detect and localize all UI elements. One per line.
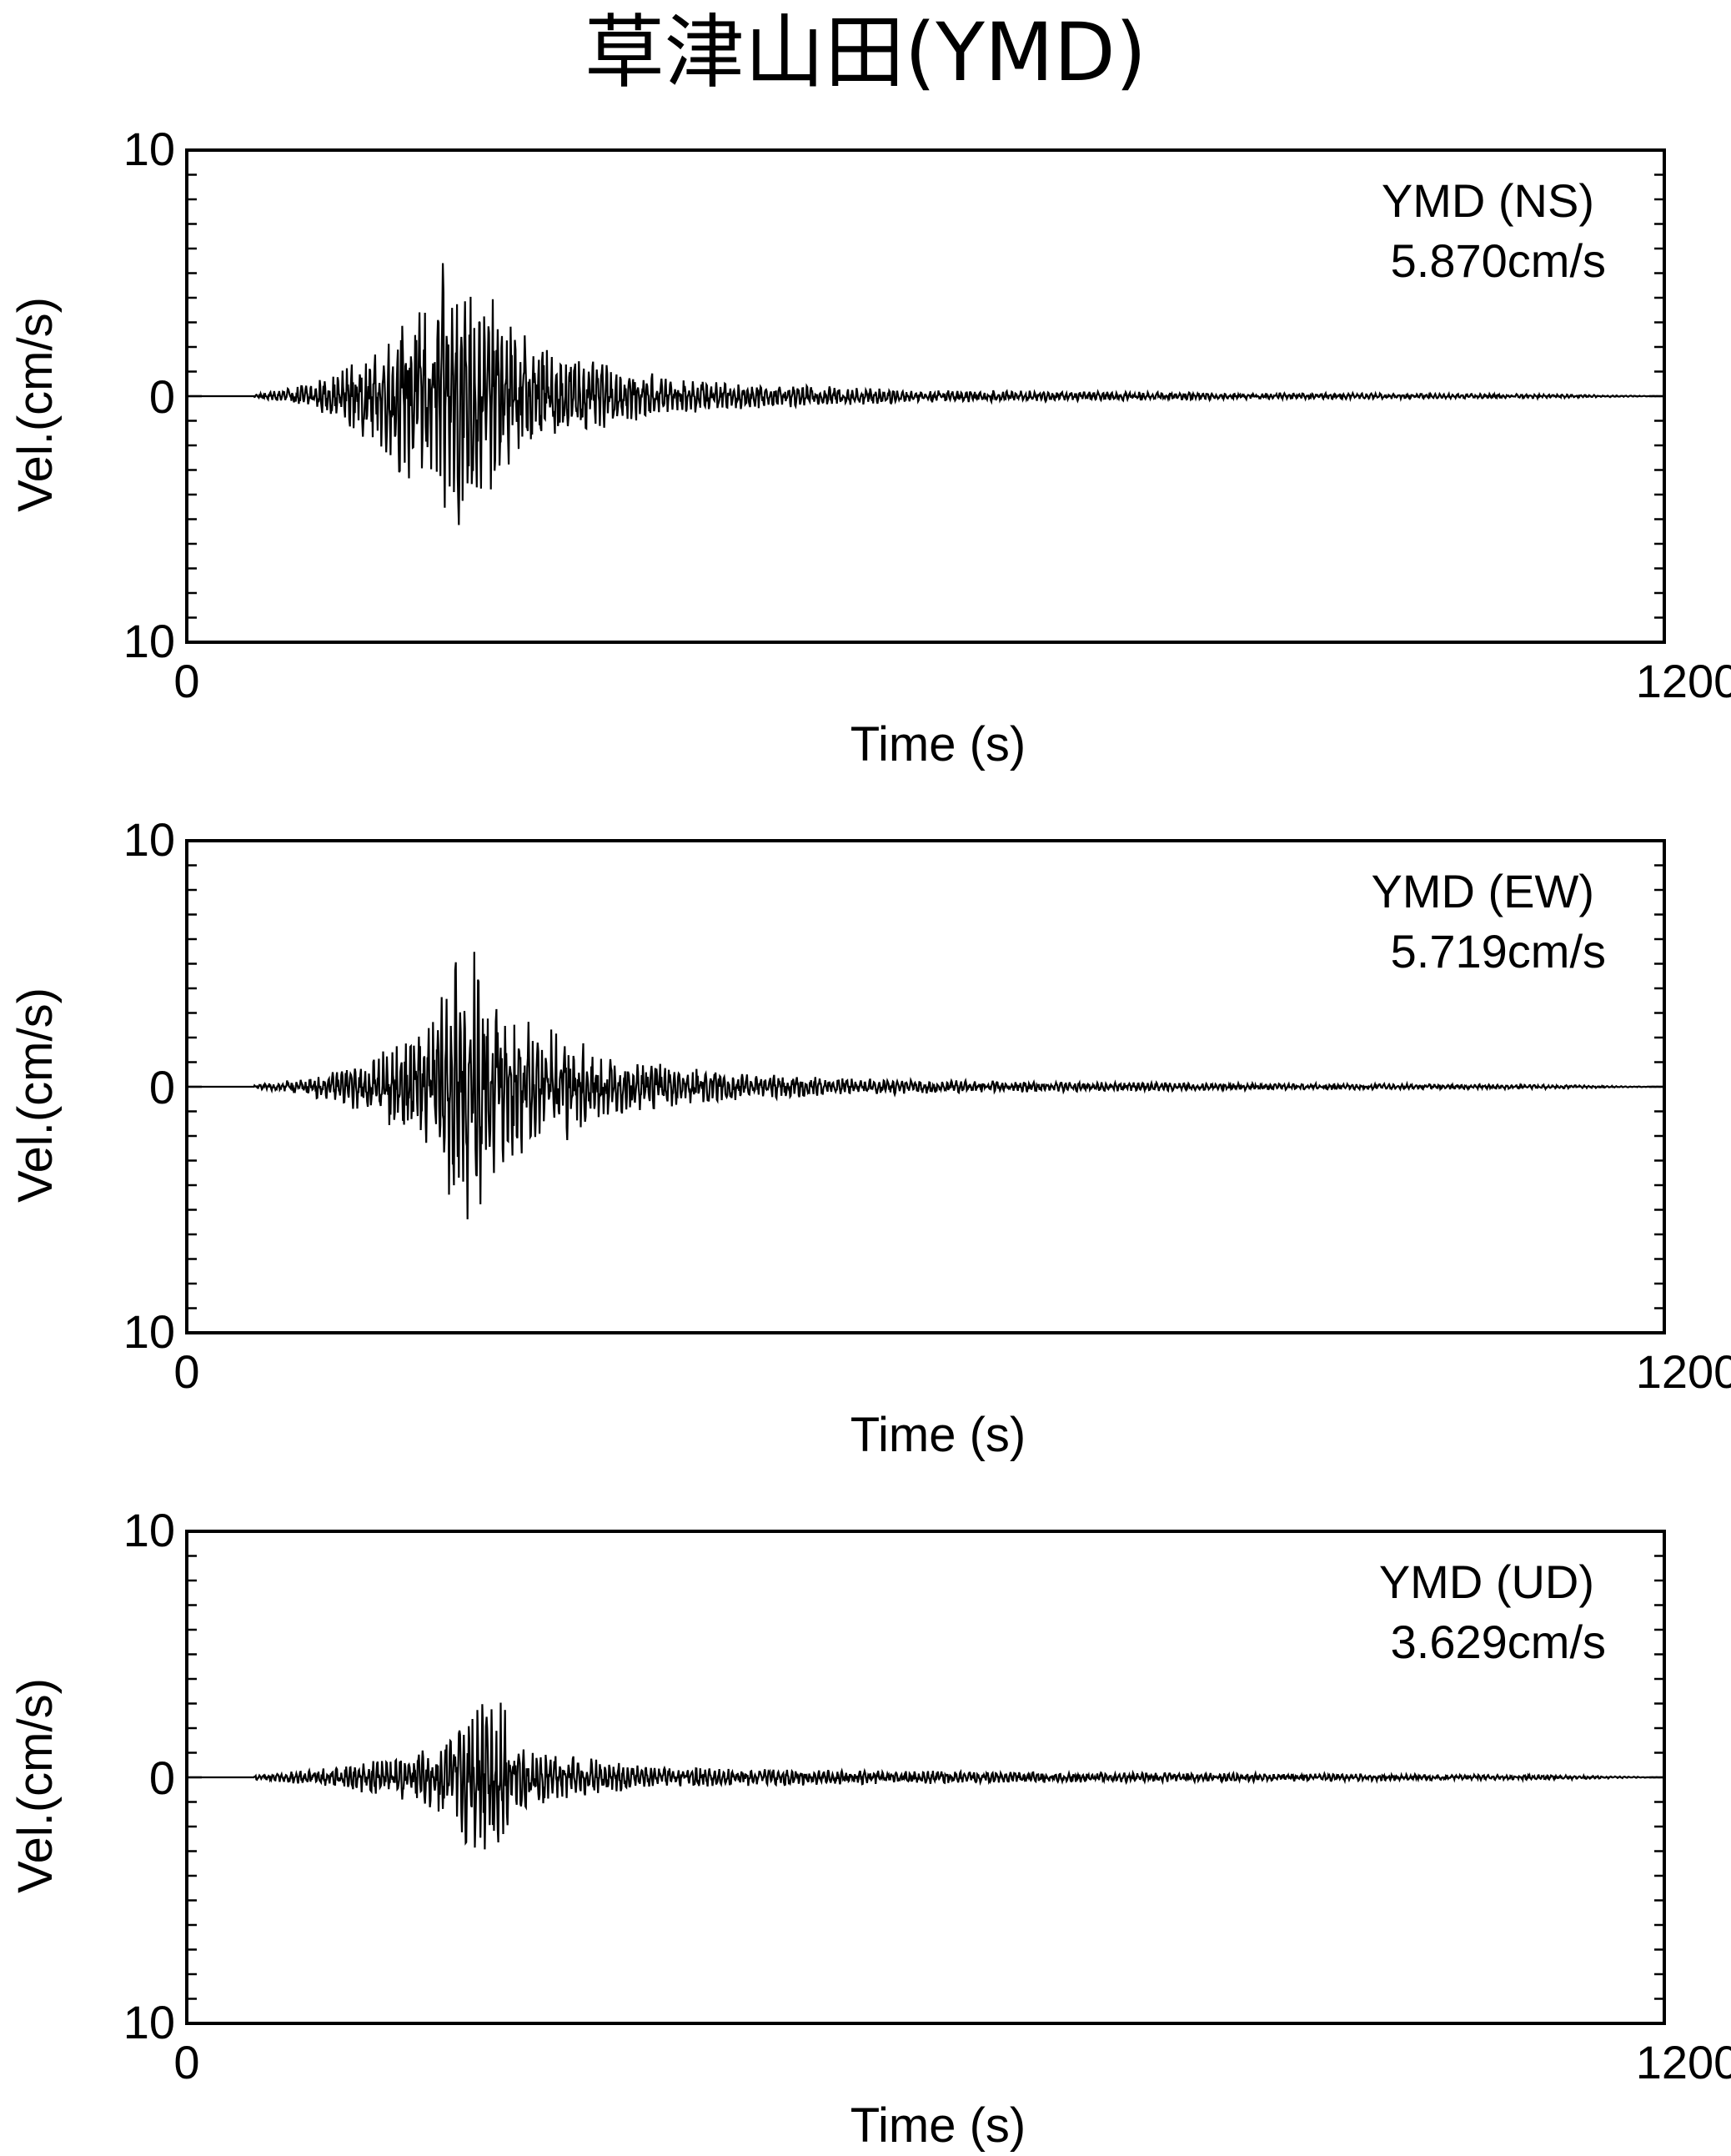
peak-velocity-label: 3.629cm/s [1391, 1616, 1606, 1668]
ytick-label: 10 [123, 813, 175, 866]
station-label: YMD (NS) [1382, 174, 1594, 227]
ytick-label: 0 [149, 1061, 175, 1113]
ytick-label: 10 [123, 123, 175, 175]
xtick-label: 0 [173, 1345, 199, 1398]
page-title: 草津山田(YMD) [584, 6, 1147, 99]
station-label: YMD (UD) [1379, 1555, 1594, 1608]
ytick-label: 10 [123, 1305, 175, 1358]
y-axis-label: Vel.(cm/s) [8, 297, 63, 512]
xtick-label: 1200 [1636, 655, 1731, 707]
xtick-label: 1200 [1636, 1345, 1731, 1398]
peak-velocity-label: 5.870cm/s [1391, 234, 1606, 287]
plot-frame [185, 1530, 1666, 2025]
x-axis-label: Time (s) [850, 1408, 1026, 1462]
xtick-label: 0 [173, 655, 199, 707]
station-label: YMD (EW) [1371, 865, 1594, 917]
ytick-label: 0 [149, 370, 175, 423]
ytick-label: 10 [123, 615, 175, 667]
waveform-trace [187, 952, 1664, 1219]
ytick-label: 10 [123, 1996, 175, 2048]
y-axis-label: Vel.(cm/s) [8, 1678, 63, 1893]
waveform-trace [187, 1702, 1664, 1850]
ytick-label: 10 [123, 1504, 175, 1556]
plot-frame [185, 839, 1666, 1334]
peak-velocity-label: 5.719cm/s [1391, 925, 1606, 977]
xtick-label: 0 [173, 2036, 199, 2088]
xtick-label: 1200 [1636, 2036, 1731, 2088]
y-axis-label: Vel.(cm/s) [8, 988, 63, 1203]
plot-frame [185, 148, 1666, 644]
waveform-trace [187, 263, 1664, 525]
ytick-label: 0 [149, 1751, 175, 1804]
x-axis-label: Time (s) [850, 2098, 1026, 2153]
x-axis-label: Time (s) [850, 717, 1026, 771]
